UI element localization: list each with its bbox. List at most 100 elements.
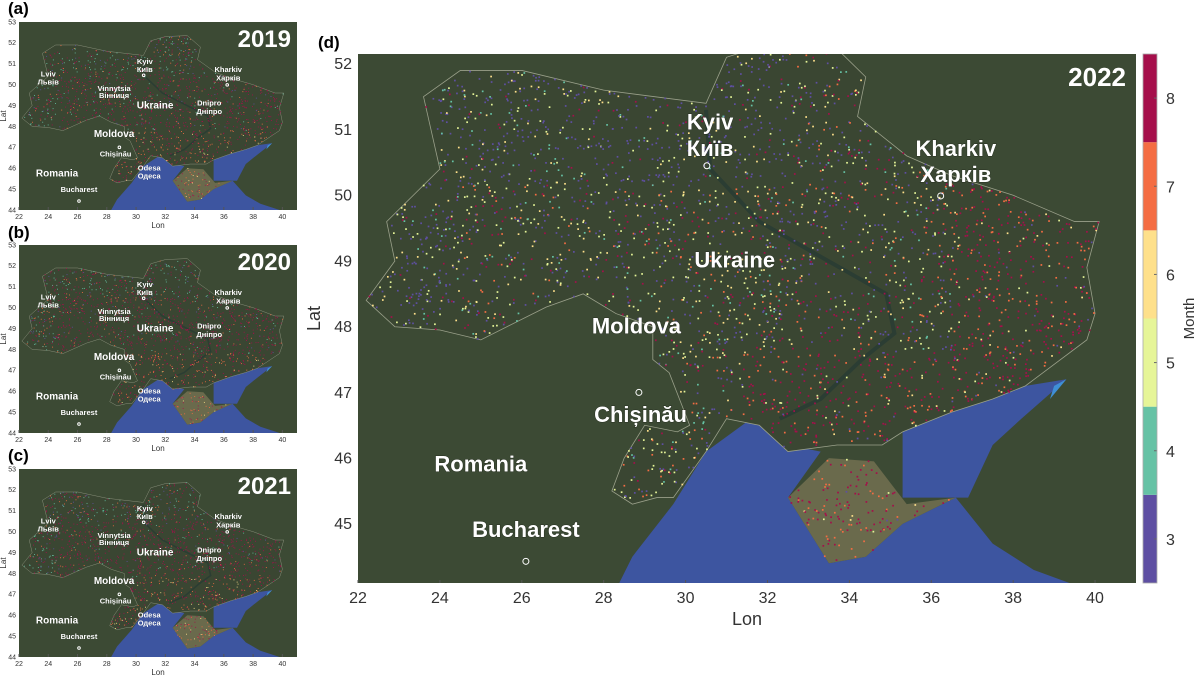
fire-point: [110, 623, 112, 625]
fire-point: [225, 327, 227, 329]
fire-point: [156, 364, 158, 366]
fire-point: [111, 110, 113, 111]
fire-point: [161, 379, 163, 381]
fire-point: [86, 525, 88, 527]
fire-point: [139, 296, 141, 298]
fire-point: [164, 106, 166, 108]
fire-point: [506, 99, 509, 102]
fire-point: [824, 215, 827, 218]
fire-point: [269, 329, 271, 331]
fire-point: [258, 564, 260, 566]
fire-point: [135, 534, 137, 536]
fire-point: [265, 328, 267, 329]
fire-point: [47, 300, 49, 302]
fire-point: [88, 557, 90, 559]
fire-point: [660, 200, 663, 202]
fire-point: [188, 337, 190, 339]
fire-point: [273, 562, 275, 564]
fire-point: [26, 343, 28, 345]
fire-point: [50, 74, 52, 76]
fire-point: [243, 88, 245, 90]
fire-point: [179, 274, 181, 276]
fire-point: [114, 106, 116, 107]
fire-point: [260, 360, 262, 362]
fire-point: [45, 525, 47, 527]
fire-point: [218, 140, 220, 142]
fire-point: [252, 312, 254, 314]
fire-point: [143, 591, 145, 593]
fire-point: [177, 307, 179, 309]
fire-point: [174, 597, 176, 598]
fire-point: [93, 102, 95, 104]
fire-point: [273, 567, 274, 568]
fire-point: [228, 88, 230, 90]
fire-point: [71, 547, 72, 549]
fire-point: [138, 306, 140, 308]
fire-point: [97, 102, 99, 104]
fire-point: [194, 359, 196, 361]
fire-point: [138, 338, 140, 339]
fire-point: [204, 88, 206, 90]
fire-point: [214, 635, 215, 636]
fire-point: [177, 534, 179, 536]
fire-point: [81, 299, 82, 301]
fire-point: [278, 546, 280, 548]
fire-point: [590, 145, 593, 148]
fire-point: [82, 508, 84, 510]
fire-point: [95, 560, 97, 562]
place-label: Kyiv: [137, 280, 154, 289]
fire-point: [121, 384, 123, 385]
fire-point: [206, 140, 208, 142]
fire-point: [65, 285, 67, 287]
fire-point: [96, 53, 98, 55]
fire-point: [262, 566, 264, 568]
fire-point: [169, 98, 171, 99]
fire-point: [195, 139, 197, 141]
fire-point: [50, 116, 52, 118]
fire-point: [133, 293, 135, 295]
fire-point: [125, 117, 126, 119]
fire-point: [231, 312, 233, 314]
fire-point: [27, 341, 29, 343]
fire-point: [150, 520, 151, 522]
fire-point: [270, 119, 272, 121]
fire-point: [43, 106, 45, 108]
fire-point: [191, 173, 193, 175]
fire-point: [197, 307, 199, 309]
fire-point: [75, 492, 77, 494]
x-tick-label: 26: [74, 437, 82, 444]
fire-point: [229, 328, 231, 330]
fire-point: [206, 366, 208, 368]
fire-point: [179, 59, 181, 61]
fire-point: [193, 607, 195, 609]
fire-point: [245, 574, 247, 576]
fire-point: [132, 609, 134, 611]
fire-point: [180, 580, 182, 582]
fire-point: [109, 112, 111, 114]
fire-point: [195, 545, 197, 547]
fire-point: [193, 528, 195, 530]
fire-point: [191, 102, 193, 104]
fire-point: [194, 124, 196, 126]
fire-point: [166, 598, 167, 600]
fire-point: [270, 132, 272, 134]
fire-point: [204, 184, 206, 186]
fire-point: [118, 173, 120, 175]
fire-point: [141, 118, 143, 120]
fire-point: [58, 308, 60, 310]
fire-point: [144, 574, 146, 576]
fire-point: [186, 506, 188, 508]
fire-point: [242, 134, 244, 136]
fire-point: [136, 515, 138, 517]
fire-point: [240, 128, 242, 130]
fire-point: [153, 309, 155, 311]
fire-point: [245, 107, 247, 109]
fire-point: [274, 342, 276, 344]
fire-point: [187, 505, 189, 507]
fire-point: [262, 363, 264, 365]
fire-point: [255, 97, 257, 99]
fire-point: [127, 336, 129, 338]
fire-point: [500, 263, 503, 266]
fire-point: [138, 331, 140, 333]
fire-point: [38, 97, 40, 98]
